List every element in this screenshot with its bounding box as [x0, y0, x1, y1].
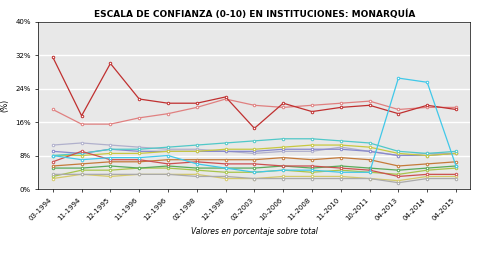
Title: ESCALA DE CONFIANZA (0-10) EN INSTITUCIONES: MONARQUÍA: ESCALA DE CONFIANZA (0-10) EN INSTITUCIO… — [94, 10, 415, 19]
X-axis label: Valores en porcentaje sobre total: Valores en porcentaje sobre total — [191, 227, 318, 236]
Y-axis label: (%): (%) — [0, 99, 10, 112]
